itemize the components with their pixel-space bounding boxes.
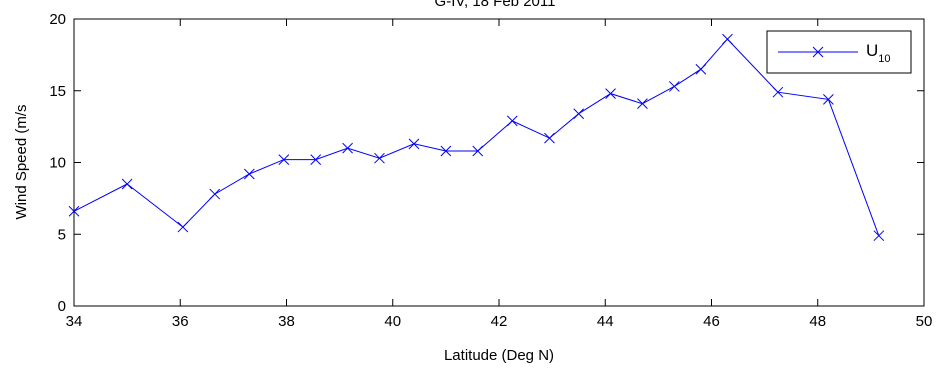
data-point [574,109,584,119]
data-point [696,64,706,74]
y-axis-label: Wind Speed (m/s [13,104,30,219]
x-tick-label: 42 [491,313,508,330]
y-tick-label: 10 [49,155,66,172]
x-tick-label: 50 [916,313,933,330]
x-tick-label: 38 [278,313,295,330]
series-line [74,39,879,236]
data-point [178,222,188,232]
series-layer [69,34,884,241]
data-point [669,81,679,91]
x-tick-label: 48 [809,313,826,330]
data-point [244,169,254,179]
x-axis-label: Latitude (Deg N) [444,347,554,364]
data-point [544,133,554,143]
x-tick-label: 34 [66,313,83,330]
chart-title: G-IV, 18 Feb 2011 [435,0,556,10]
data-point [637,99,647,109]
data-point [722,34,732,44]
data-point [343,143,353,153]
x-tick-label: 46 [703,313,720,330]
y-tick-label: 15 [49,83,66,100]
y-tick-label: 0 [58,298,66,315]
x-tick-label: 40 [384,313,401,330]
legend: U10 [767,31,911,73]
y-tick-label: 20 [49,11,66,28]
legend-subscript: 10 [878,53,890,65]
data-point [773,87,783,97]
x-tick-label: 44 [597,313,614,330]
data-point [507,116,517,126]
data-point [606,89,616,99]
data-point [874,231,884,241]
y-tick-label: 5 [58,226,66,243]
data-point [409,139,419,149]
data-point [122,179,132,189]
x-tick-label: 36 [172,313,189,330]
data-point [210,189,220,199]
data-point [374,153,384,163]
